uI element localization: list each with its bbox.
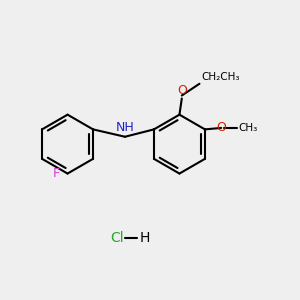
Text: O: O xyxy=(216,122,226,134)
Text: Cl: Cl xyxy=(110,231,124,245)
Text: H: H xyxy=(140,231,150,245)
Text: CH₃: CH₃ xyxy=(238,123,257,133)
Text: CH₂CH₃: CH₂CH₃ xyxy=(201,72,239,82)
Text: NH: NH xyxy=(116,121,134,134)
Text: F: F xyxy=(53,167,60,180)
Text: O: O xyxy=(177,84,187,97)
